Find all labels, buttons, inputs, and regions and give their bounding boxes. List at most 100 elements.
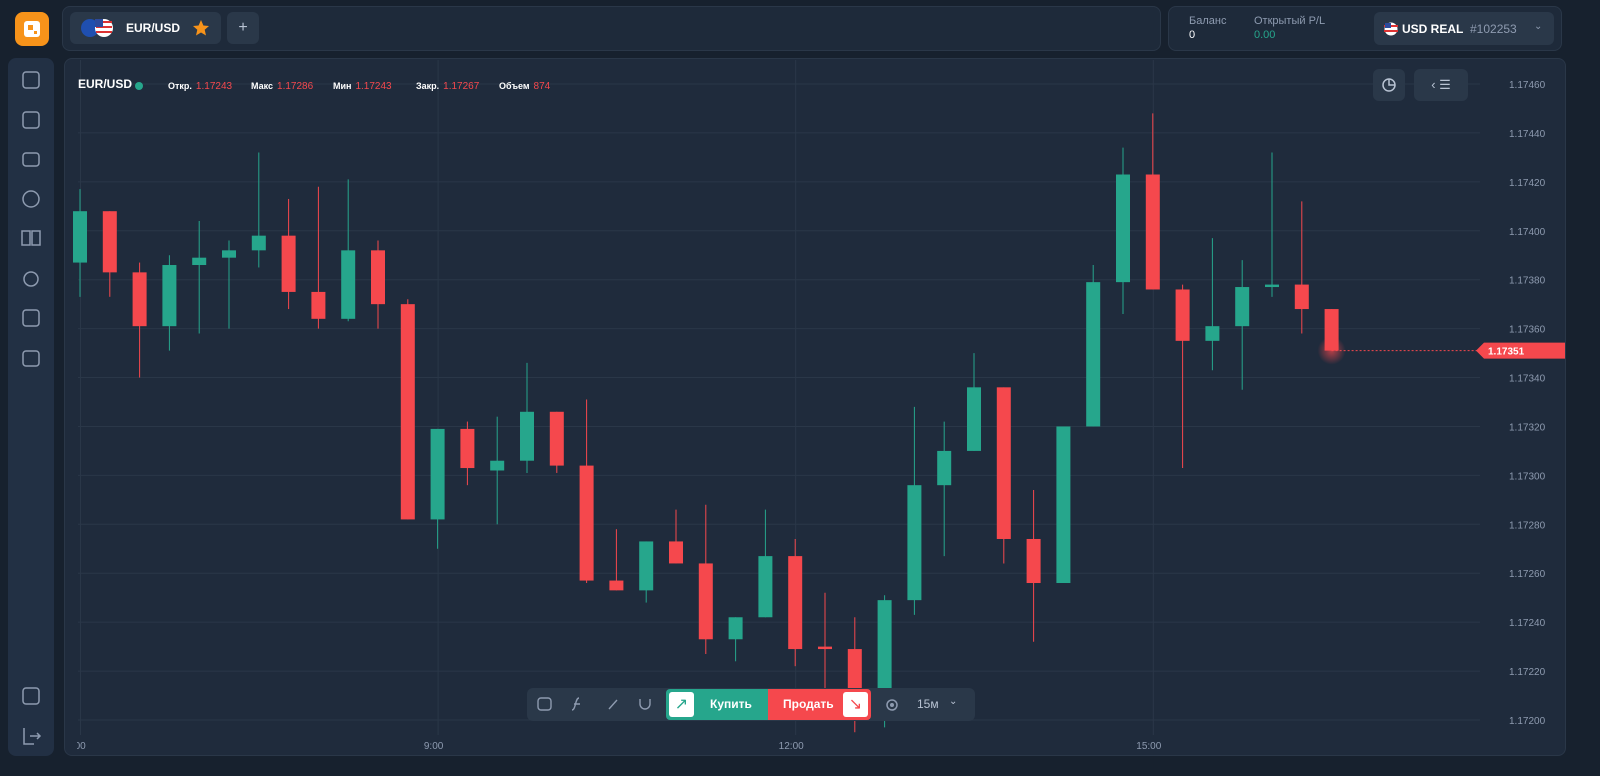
candle-body bbox=[1265, 284, 1279, 288]
candle-body bbox=[1145, 174, 1160, 290]
stat-value: 1.17243 bbox=[196, 81, 233, 92]
candle-body bbox=[937, 450, 952, 486]
x-tick-label: 9:00 bbox=[424, 741, 444, 752]
panel-toggle[interactable]: ‹ ☰ bbox=[1414, 69, 1468, 101]
x-tick-label: 6:00 bbox=[66, 741, 86, 752]
candle-body bbox=[1056, 426, 1071, 584]
candle-body bbox=[281, 235, 296, 292]
sidebar-icons bbox=[21, 71, 42, 745]
timeframe[interactable]: 15м bbox=[917, 697, 939, 711]
candle-body bbox=[609, 580, 624, 591]
buy-button[interactable]: ↗ Купить bbox=[666, 689, 768, 720]
candle-body bbox=[251, 235, 266, 251]
candle-body bbox=[1235, 287, 1250, 327]
add-tab[interactable]: + bbox=[227, 12, 259, 44]
flags bbox=[81, 19, 113, 37]
y-tick-label: 1.17320 bbox=[1509, 422, 1546, 433]
chart-panel bbox=[64, 58, 1566, 756]
live-dot bbox=[135, 82, 143, 90]
indicator-button[interactable] bbox=[1373, 69, 1405, 101]
timeframe-chevron: ⌄ bbox=[949, 696, 958, 707]
price-tag-label: 1.17351 bbox=[1488, 347, 1525, 358]
candle-body bbox=[639, 541, 654, 591]
chart-symbol: EUR/USD bbox=[78, 77, 132, 91]
candle-body bbox=[728, 617, 743, 640]
y-tick-label: 1.17380 bbox=[1509, 276, 1546, 287]
chevron: ⌄ bbox=[1534, 21, 1543, 32]
candle-body bbox=[341, 250, 356, 319]
pl-label: Открытый P/L bbox=[1254, 15, 1326, 27]
candle-body bbox=[698, 563, 713, 640]
candle-body bbox=[788, 556, 803, 650]
pl: 0.00 bbox=[1254, 29, 1276, 41]
candle-body bbox=[460, 428, 475, 469]
candle-body bbox=[371, 250, 385, 305]
stat-label: Закр. bbox=[416, 81, 439, 91]
candle-body bbox=[579, 465, 594, 581]
balance-label: Баланс bbox=[1189, 15, 1227, 27]
x-tick-label: 12:00 bbox=[779, 741, 804, 752]
stat-value: 874 bbox=[534, 81, 551, 92]
stat-value: 1.17267 bbox=[443, 81, 480, 92]
sell-icon: ↘ bbox=[843, 692, 868, 717]
y-tick-label: 1.17400 bbox=[1509, 227, 1546, 238]
candle-body bbox=[162, 265, 177, 327]
stat-label: Макс bbox=[251, 81, 273, 91]
candle-body bbox=[1086, 282, 1101, 427]
settings-icon[interactable] bbox=[884, 697, 900, 713]
candle-body bbox=[1026, 538, 1041, 584]
x-tick-label: 15:00 bbox=[1136, 741, 1161, 752]
buy-label: Купить bbox=[710, 697, 752, 711]
candle-body bbox=[132, 272, 147, 327]
candle-body bbox=[192, 257, 207, 266]
candle-body bbox=[907, 485, 922, 601]
candle-body bbox=[311, 291, 326, 319]
balance: 0 bbox=[1189, 29, 1196, 41]
candle-body bbox=[996, 387, 1011, 539]
candle-body bbox=[1294, 284, 1309, 310]
star[interactable] bbox=[192, 19, 210, 37]
logo-icon bbox=[24, 21, 40, 37]
candle-body bbox=[102, 211, 117, 273]
price-tag bbox=[1476, 342, 1565, 359]
candle-body bbox=[520, 411, 534, 461]
y-tick-label: 1.17300 bbox=[1509, 471, 1546, 482]
account-bar: Баланс 0 Открытый P/L 0.00 USD REAL #102… bbox=[1168, 6, 1562, 51]
stat-label: Откр. bbox=[168, 81, 192, 91]
y-tick-label: 1.17440 bbox=[1509, 129, 1546, 140]
candle-body bbox=[430, 428, 445, 520]
stat-label: Мин bbox=[333, 81, 351, 91]
icon bbox=[1382, 78, 1396, 92]
candle-body bbox=[758, 556, 773, 618]
account-id: #102253 bbox=[1470, 22, 1517, 36]
candle-body bbox=[73, 211, 87, 263]
candle-body bbox=[669, 541, 683, 564]
account-select[interactable]: USD REAL #102253 ⌄ bbox=[1374, 12, 1554, 45]
y-tick-label: 1.17260 bbox=[1509, 569, 1546, 580]
stat-label: Объем bbox=[499, 81, 530, 91]
candle-body bbox=[400, 304, 415, 520]
pair-tab[interactable]: EUR/USD bbox=[70, 12, 221, 44]
buy-icon: ↗ bbox=[669, 692, 694, 717]
sell-label: Продать bbox=[783, 697, 834, 711]
logo[interactable] bbox=[15, 12, 49, 46]
pair-name: EUR/USD bbox=[126, 21, 181, 35]
sell-button[interactable]: Продать ↘ bbox=[768, 689, 871, 720]
candle-body bbox=[1175, 289, 1190, 341]
candle-body bbox=[490, 460, 505, 471]
y-tick-label: 1.17340 bbox=[1509, 374, 1546, 385]
candle-body bbox=[818, 646, 832, 650]
candle-body bbox=[222, 250, 236, 258]
y-tick-label: 1.17200 bbox=[1509, 716, 1546, 727]
y-tick-label: 1.17280 bbox=[1509, 520, 1546, 531]
toolbar: ↗ Купить Продать ↘ 15м ⌄ bbox=[527, 688, 975, 721]
y-tick-label: 1.17220 bbox=[1509, 667, 1546, 678]
stat-value: 1.17286 bbox=[277, 81, 314, 92]
candle-body bbox=[1205, 326, 1220, 341]
candle-body bbox=[549, 411, 564, 466]
sidebar bbox=[8, 58, 54, 756]
y-tick-label: 1.17240 bbox=[1509, 618, 1546, 629]
candle-body bbox=[1116, 174, 1130, 283]
